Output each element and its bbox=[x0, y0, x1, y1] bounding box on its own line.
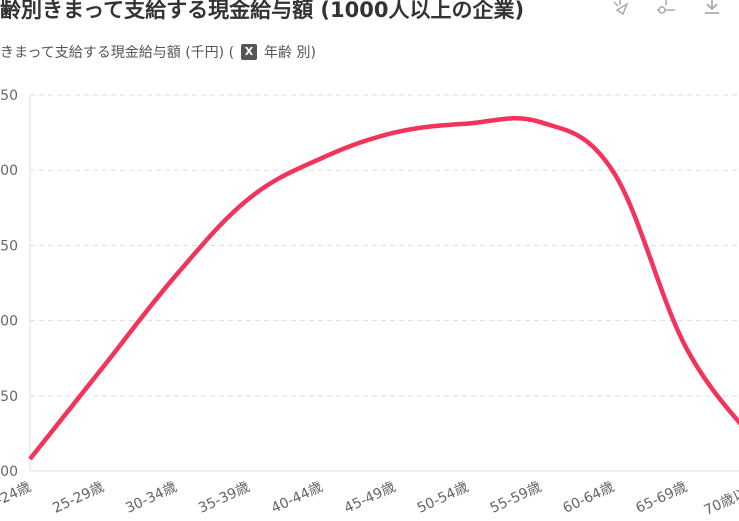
x-badge-icon: X bbox=[241, 44, 258, 60]
y-tick-label: 300 bbox=[0, 314, 18, 330]
x-tick-label: 25-29歳 bbox=[50, 479, 106, 517]
x-tick-label: 70歳以上 bbox=[702, 479, 739, 519]
x-tick-label: 45-49歳 bbox=[342, 479, 398, 517]
x-tick-label: 35-39歳 bbox=[196, 479, 252, 517]
series-line[interactable] bbox=[28, 115, 739, 461]
y-tick-label: 200 bbox=[0, 464, 18, 480]
y-tick-label: 250 bbox=[0, 389, 18, 405]
x-tick-label: 40-44歳 bbox=[269, 479, 325, 517]
legend-suffix: 年齢 別) bbox=[264, 45, 316, 61]
legend[interactable]: きまって支給する現金給与額 (千円) ( X 年齢 別) bbox=[0, 42, 316, 62]
pointer-icon[interactable] bbox=[611, 0, 633, 18]
settings-slider-icon[interactable] bbox=[655, 0, 677, 18]
x-tick-label: 55-59歳 bbox=[488, 479, 544, 517]
y-tick-label: 350 bbox=[0, 238, 18, 254]
x-tick-label: 60-64歳 bbox=[561, 479, 617, 517]
y-tick-label: 400 bbox=[0, 163, 18, 179]
x-tick-label: 30-34歳 bbox=[123, 479, 179, 517]
download-icon[interactable] bbox=[701, 0, 723, 18]
x-tick-label: 50-54歳 bbox=[415, 479, 471, 517]
x-tick-label: 20-24歳 bbox=[0, 479, 34, 517]
legend-label: きまって支給する現金給与額 (千円) ( bbox=[0, 45, 235, 61]
x-tick-label: 65-69歳 bbox=[633, 479, 689, 517]
chart-title: 齢別きまって支給する現金給与額 (1000人以上の企業) bbox=[0, 0, 525, 22]
y-tick-label: 450 bbox=[0, 88, 18, 104]
